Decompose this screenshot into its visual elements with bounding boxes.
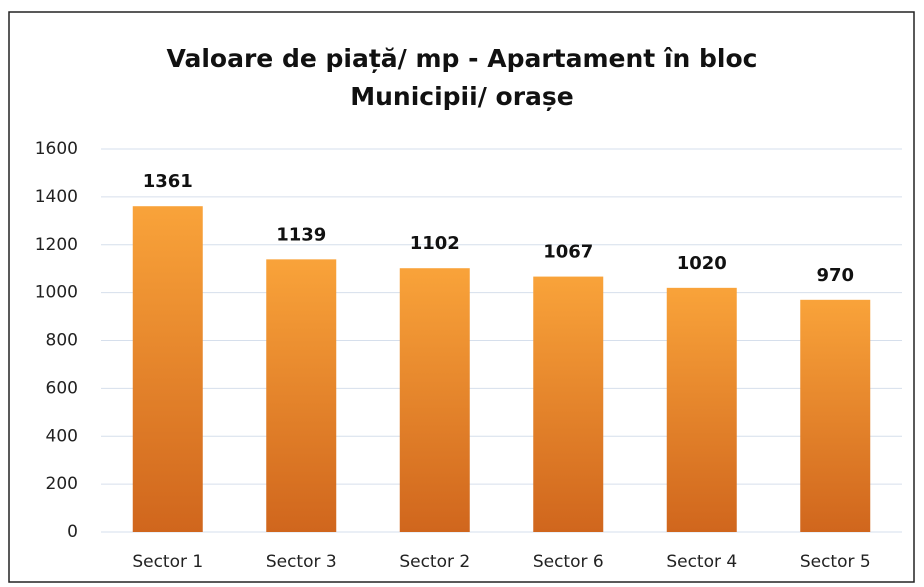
chart-title: Valoare de piață/ mp - Apartament în blo… [167, 44, 758, 73]
y-tick-label: 1000 [35, 283, 78, 303]
y-tick-label: 200 [46, 474, 78, 494]
x-tick-label: Sector 5 [800, 552, 871, 572]
bar [533, 276, 604, 532]
bar [266, 259, 337, 532]
data-label: 970 [816, 265, 854, 286]
y-tick-label: 800 [46, 331, 78, 351]
chart-subtitle: Municipii/ orașe [350, 82, 574, 111]
x-tick-label: Sector 6 [533, 552, 604, 572]
data-label: 1102 [410, 233, 460, 254]
data-label: 1361 [143, 171, 193, 192]
y-tick-label: 1600 [35, 139, 78, 159]
x-tick-label: Sector 3 [266, 552, 337, 572]
bar [666, 287, 737, 532]
bar [800, 299, 871, 532]
data-label: 1020 [677, 253, 727, 274]
bar [399, 268, 470, 532]
y-tick-label: 0 [67, 522, 78, 542]
y-tick-label: 1200 [35, 235, 78, 255]
x-tick-label: Sector 4 [666, 552, 737, 572]
bar [132, 206, 203, 532]
y-tick-label: 600 [46, 378, 78, 398]
x-tick-label: Sector 1 [132, 552, 203, 572]
data-label: 1139 [276, 224, 326, 245]
data-label: 1067 [543, 242, 593, 263]
y-tick-label: 400 [46, 426, 78, 446]
y-tick-label: 1400 [35, 187, 78, 207]
x-tick-label: Sector 2 [399, 552, 470, 572]
